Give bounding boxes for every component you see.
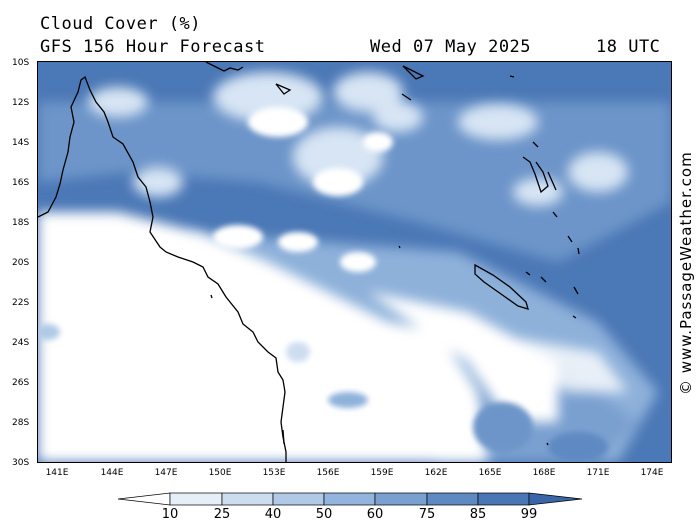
legend-tick-85: 85 <box>469 507 487 522</box>
legend-max-arrow <box>528 492 583 506</box>
vanuatu-islands <box>522 141 580 255</box>
forecast-subtitle: GFS 156 Hour Forecast <box>40 37 266 57</box>
lat-label-18s: 18S <box>12 218 30 228</box>
lon-label-162e: 162E <box>424 468 448 478</box>
clear-sky-patches <box>213 107 393 272</box>
lat-label-16s: 16S <box>12 178 30 188</box>
legend-tick-75: 75 <box>418 507 436 522</box>
legend-tick-25: 25 <box>213 507 231 522</box>
legend-swatch-7 <box>477 492 530 506</box>
color-legend <box>117 492 583 506</box>
lon-label-141e: 141E <box>45 468 69 478</box>
coastline <box>38 62 580 462</box>
passageweather-credit: © www.PassageWeather.com <box>677 151 695 395</box>
cloud-bands-south <box>38 324 608 462</box>
lon-label-174e: 174E <box>640 468 664 478</box>
legend-swatch-6 <box>426 492 479 506</box>
cloud-cover-field <box>38 62 671 462</box>
legend-swatch-3 <box>272 492 325 506</box>
islands-north <box>275 65 515 101</box>
lat-label-24s: 24S <box>12 338 30 348</box>
forecast-time: 18 UTC <box>596 37 661 57</box>
new-caledonia-coastline <box>474 263 529 310</box>
lat-label-20s: 20S <box>12 258 30 268</box>
lon-label-153e: 153E <box>262 468 286 478</box>
lon-label-144e: 144E <box>100 468 124 478</box>
legend-swatch-4 <box>323 492 376 506</box>
legend-min-arrow <box>117 492 171 506</box>
lon-label-165e: 165E <box>478 468 502 478</box>
new-guinea-coastline <box>205 62 244 72</box>
lat-label-12s: 12S <box>12 98 30 108</box>
legend-swatch-5 <box>374 492 428 506</box>
legend-tick-99: 99 <box>520 507 538 522</box>
cloud-cover-map <box>37 61 672 463</box>
lat-label-26s: 26S <box>12 378 30 388</box>
lon-label-150e: 150E <box>208 468 232 478</box>
map-title: Cloud Cover (%) <box>40 14 202 34</box>
lon-label-156e: 156E <box>316 468 340 478</box>
legend-tick-60: 60 <box>366 507 384 522</box>
lat-label-14s: 14S <box>12 138 30 148</box>
legend-swatch-1 <box>169 492 223 506</box>
clear-sky-region <box>38 212 628 462</box>
lon-label-159e: 159E <box>370 468 394 478</box>
legend-tick-50: 50 <box>315 507 333 522</box>
coral-sea-islets <box>210 245 549 446</box>
lon-label-147e: 147E <box>154 468 178 478</box>
lat-label-30s: 30S <box>12 458 30 468</box>
lat-label-22s: 22S <box>12 298 30 308</box>
lon-label-171e: 171E <box>586 468 610 478</box>
legend-swatch-2 <box>221 492 274 506</box>
cloud-light-patches <box>88 72 628 206</box>
lat-label-28s: 28S <box>12 418 30 428</box>
australia-coastline <box>38 75 287 462</box>
lon-label-168e: 168E <box>532 468 556 478</box>
legend-tick-40: 40 <box>264 507 282 522</box>
forecast-date: Wed 07 May 2025 <box>370 37 532 57</box>
lat-label-10s: 10S <box>12 58 30 68</box>
legend-tick-10: 10 <box>161 507 179 522</box>
loyalty-islands <box>525 271 579 319</box>
